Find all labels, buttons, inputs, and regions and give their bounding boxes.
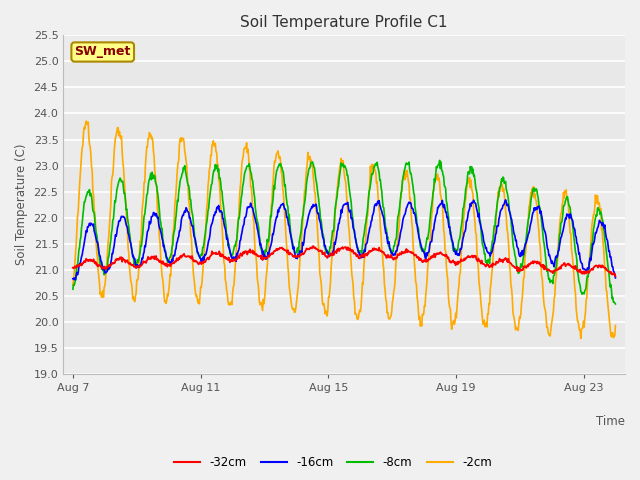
Y-axis label: Soil Temperature (C): Soil Temperature (C) bbox=[15, 144, 28, 265]
Bar bbox=[63, 140, 625, 166]
Bar bbox=[63, 296, 625, 322]
Text: SW_met: SW_met bbox=[74, 46, 131, 59]
Bar bbox=[63, 36, 625, 61]
Bar bbox=[63, 87, 625, 113]
Title: Soil Temperature Profile C1: Soil Temperature Profile C1 bbox=[241, 15, 448, 30]
Legend: -32cm, -16cm, -8cm, -2cm: -32cm, -16cm, -8cm, -2cm bbox=[169, 452, 497, 474]
Bar bbox=[63, 244, 625, 270]
Bar bbox=[63, 192, 625, 218]
Bar bbox=[63, 348, 625, 374]
Text: Time: Time bbox=[596, 415, 625, 428]
